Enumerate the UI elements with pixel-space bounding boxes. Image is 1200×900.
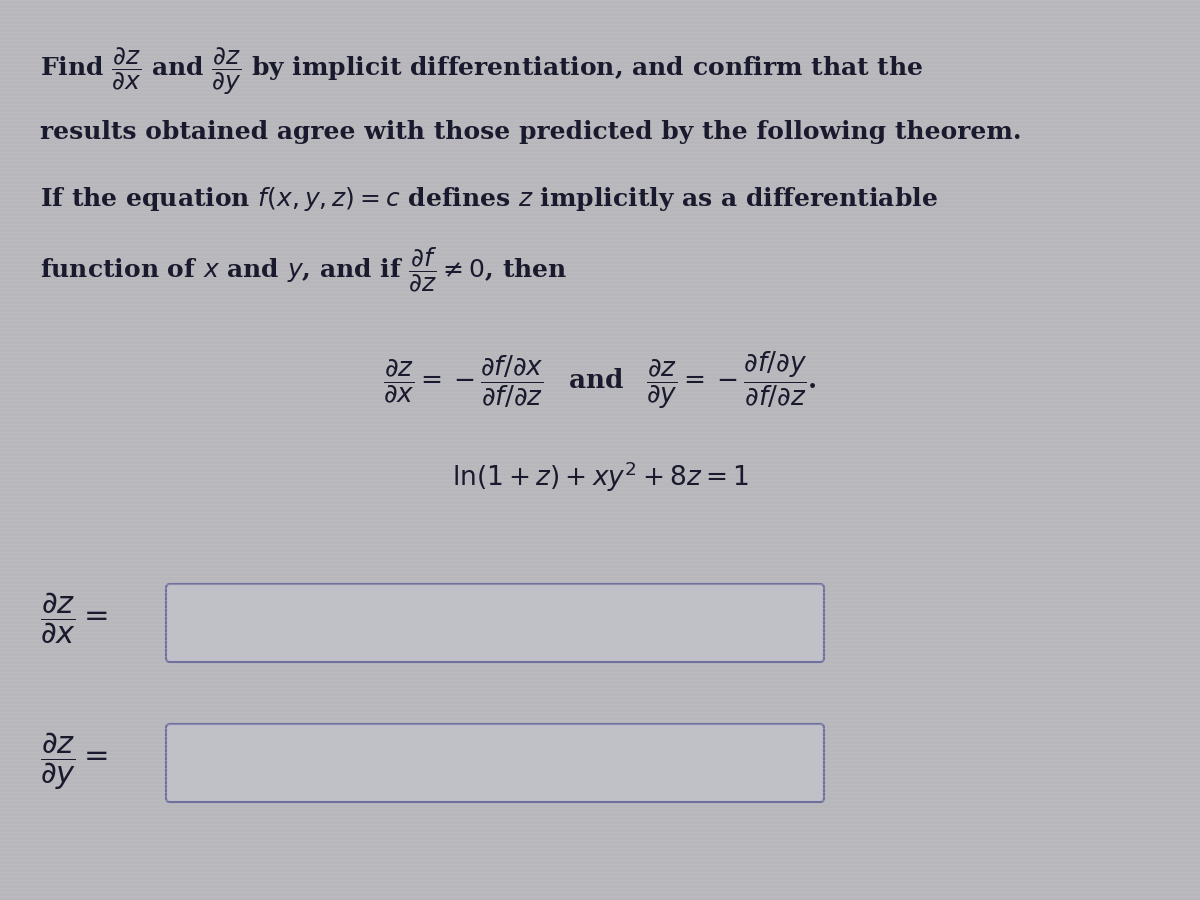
Text: $\ln(1 + z) + xy^2 + 8z = 1$: $\ln(1 + z) + xy^2 + 8z = 1$ (451, 460, 749, 494)
Text: function of $x$ and $y$, and if $\dfrac{\partial f}{\partial z} \neq 0$, then: function of $x$ and $y$, and if $\dfrac{… (40, 245, 568, 294)
FancyBboxPatch shape (166, 584, 824, 662)
Text: $\dfrac{\partial z}{\partial y} = $: $\dfrac{\partial z}{\partial y} = $ (40, 730, 108, 791)
Text: If the equation $f(x, y, z) = c$ defines $z$ implicitly as a differentiable: If the equation $f(x, y, z) = c$ defines… (40, 185, 938, 213)
FancyBboxPatch shape (166, 724, 824, 802)
Text: $\dfrac{\partial z}{\partial x} = $: $\dfrac{\partial z}{\partial x} = $ (40, 590, 108, 645)
Text: $\dfrac{\partial z}{\partial x} = -\dfrac{\partial f/\partial x}{\partial f/\par: $\dfrac{\partial z}{\partial x} = -\dfra… (383, 350, 817, 411)
Text: Find $\dfrac{\partial z}{\partial x}$ and $\dfrac{\partial z}{\partial y}$ by im: Find $\dfrac{\partial z}{\partial x}$ an… (40, 45, 924, 97)
Text: results obtained agree with those predicted by the following theorem.: results obtained agree with those predic… (40, 120, 1021, 144)
